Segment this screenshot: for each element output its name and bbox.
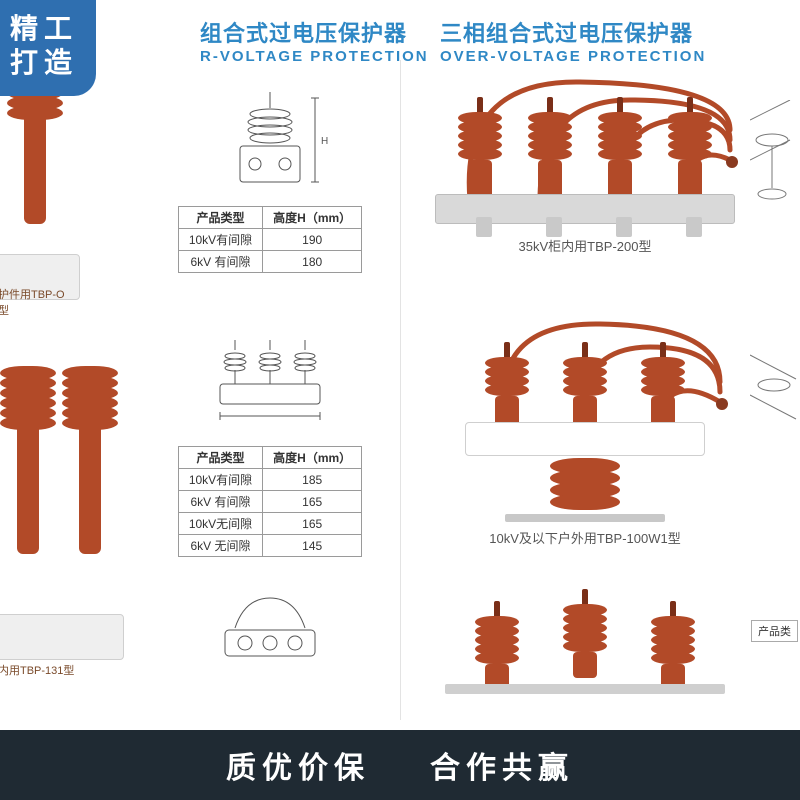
mounting-rail [435, 194, 735, 224]
left-column-title: 组合式过电压保护器 R-VOLTAGE PROTECTION [200, 16, 429, 65]
product-group-tbp-100w1: 10kV及以下户外用TBP-100W1型 [420, 320, 750, 547]
t1-r1c1: 180 [263, 251, 362, 273]
arrester-unit [528, 97, 572, 200]
caption-tbp-200: 35kV柜内用TBP-200型 [420, 236, 750, 255]
t2-r3c1: 145 [263, 535, 362, 557]
left-title-en: R-VOLTAGE PROTECTION [200, 48, 429, 65]
arrester-unit [475, 601, 519, 690]
caption-tbp-100w1: 10kV及以下户外用TBP-100W1型 [420, 528, 750, 547]
white-base [465, 422, 705, 456]
drawing-1: H [205, 90, 335, 200]
arrester-unit [668, 97, 712, 200]
arrester-unit [485, 342, 529, 430]
spec-table-2: 产品类型 高度H（mm） 10kV有间隙185 6kV 有间隙165 10kV无… [178, 446, 362, 557]
base-plate [505, 514, 665, 522]
badge-line1: 精工 [10, 12, 96, 46]
arrester-unit [641, 342, 685, 430]
t2-r0c0: 10kV有间隙 [178, 469, 262, 491]
t2-h1: 高度H（mm） [263, 447, 362, 469]
right-title-en: OVER-VOLTAGE PROTECTION [440, 48, 706, 65]
t1-r0c0: 10kV有间隙 [178, 229, 262, 251]
banner-left: 质优价保 [226, 743, 370, 787]
t2-r0c1: 185 [263, 469, 362, 491]
t2-r3c0: 6kV 无间隙 [178, 535, 262, 557]
post-insulator [550, 458, 620, 510]
t1-r0c1: 190 [263, 229, 362, 251]
t2-r1c0: 6kV 有间隙 [178, 491, 262, 513]
product-group-tbp-200: 35kV柜内用TBP-200型 [420, 80, 750, 255]
arrester-unit [563, 589, 607, 678]
arrester-unit [563, 342, 607, 430]
t1-r1c0: 6kV 有间隙 [178, 251, 262, 273]
caption-tbp-o: 护件用TBP-O型 [0, 286, 70, 318]
top-left-badge: 精工 打造 [0, 0, 96, 96]
arrester-unit [598, 97, 642, 200]
banner-right: 合作共赢 [430, 743, 574, 787]
caption-tbp-131: 内用TBP-131型 [0, 662, 74, 678]
left-title-cn: 组合式过电压保护器 [200, 16, 429, 48]
tech-block-1: H 产品类型 高度H（mm） 10kV有间隙 190 6kV 有间隙 180 [160, 90, 380, 273]
badge-line2: 打造 [10, 46, 96, 80]
product-photo-tbp-131: 内用TBP-131型 [0, 370, 120, 660]
page: 组合式过电压保护器 R-VOLTAGE PROTECTION 三相组合式过电压保… [0, 0, 800, 800]
t1-h0: 产品类型 [178, 207, 262, 229]
product-group-bar [420, 570, 750, 694]
t2-r2c0: 10kV无间隙 [178, 513, 262, 535]
far-right-schematics: 产品类 [750, 100, 800, 660]
arrester-unit [458, 97, 502, 200]
spec-table-1: 产品类型 高度H（mm） 10kV有间隙 190 6kV 有间隙 180 [178, 206, 362, 273]
product-photo-tbp-o: 护件用TBP-O型 [0, 70, 70, 300]
far-right-label: 产品类 [751, 620, 798, 642]
right-column-title: 三相组合式过电压保护器 OVER-VOLTAGE PROTECTION [440, 16, 706, 65]
drawing-3 [205, 590, 335, 680]
catalog-panel: 组合式过电压保护器 R-VOLTAGE PROTECTION 三相组合式过电压保… [0, 0, 800, 730]
tech-block-3 [160, 590, 380, 686]
svg-text:H: H [321, 136, 328, 147]
t2-r1c1: 165 [263, 491, 362, 513]
right-title-cn: 三相组合式过电压保护器 [440, 16, 706, 48]
bottom-banner: 质优价保 合作共赢 [0, 730, 800, 800]
t2-h0: 产品类型 [178, 447, 262, 469]
arrester-unit [651, 601, 695, 690]
mounting-bar [445, 684, 725, 694]
drawing-2 [205, 330, 335, 440]
t1-h1: 高度H（mm） [263, 207, 362, 229]
tech-block-2: 产品类型 高度H（mm） 10kV有间隙185 6kV 有间隙165 10kV无… [160, 330, 380, 557]
t2-r2c1: 165 [263, 513, 362, 535]
column-divider [400, 60, 401, 720]
